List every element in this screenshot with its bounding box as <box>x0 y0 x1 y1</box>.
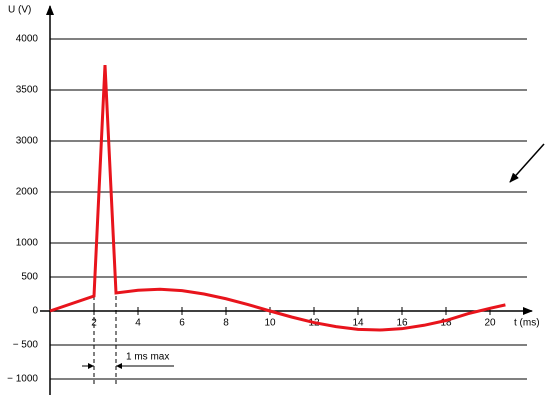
x-axis-label: t (ms) <box>514 318 540 329</box>
x-tick-label: 2 <box>91 318 97 329</box>
pointer-arrow <box>509 143 545 183</box>
voltage-line <box>49 64 506 332</box>
x-tick-label: 4 <box>135 318 141 329</box>
y-tick-label: 2000 <box>16 187 39 198</box>
x-tick-label: 8 <box>223 318 229 329</box>
y-tick-label: − 1000 <box>7 374 38 385</box>
y-tick-label: 3000 <box>16 136 39 147</box>
x-tick-label: 6 <box>179 318 185 329</box>
y-tick-label: 0 <box>32 306 38 317</box>
x-tick-label: 16 <box>396 318 408 329</box>
x-tick-label: 20 <box>484 318 496 329</box>
y-tick-label: − 500 <box>13 340 39 351</box>
annotation: 1 ms max <box>126 352 169 363</box>
y-tick-label: 500 <box>21 272 38 283</box>
x-tick-label: 14 <box>352 318 364 329</box>
y-axis-label: U (V) <box>8 5 31 16</box>
x-tick-label: 18 <box>440 318 452 329</box>
y-tick-label: 4000 <box>16 34 39 45</box>
x-tick-label: 10 <box>264 318 276 329</box>
y-tick-label: 3500 <box>16 85 39 96</box>
y-tick-label: 1000 <box>16 238 39 249</box>
